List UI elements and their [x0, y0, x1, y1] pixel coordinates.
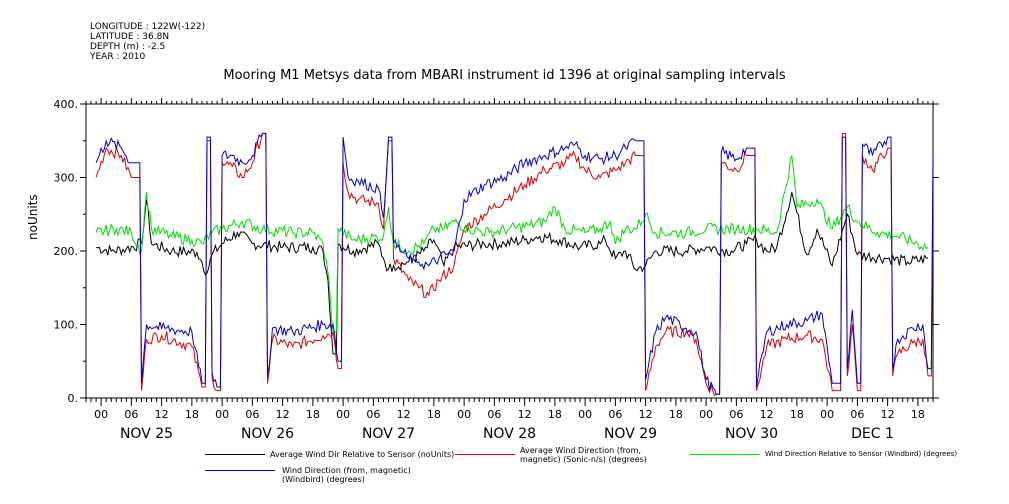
x-tick-label: 00 — [457, 408, 471, 421]
x-tick-label: 00 — [94, 408, 108, 421]
legend-label-windbird-rel: Wind Direction Relative to Sensor (Windb… — [765, 450, 958, 458]
x-tick-label: 18 — [548, 408, 562, 421]
x-tick-label: 12 — [639, 408, 653, 421]
x-tick-label: 12 — [397, 408, 411, 421]
x-tick-label: 06 — [366, 408, 380, 421]
plot-frame — [85, 103, 934, 399]
x-day-label: NOV 29 — [604, 426, 657, 442]
x-tick-label: 12 — [760, 408, 774, 421]
x-day-label: NOV 25 — [120, 426, 173, 442]
series-windbird-rel-line — [95, 155, 929, 333]
x-day-label: NOV 26 — [241, 426, 294, 442]
y-tick-label: 100. — [54, 319, 79, 332]
y-tick-label: 400. — [54, 98, 79, 111]
x-tick-label: 00 — [578, 408, 592, 421]
series-windbird-dir-line — [95, 132, 933, 395]
legend-swatch-windbird-rel — [690, 454, 760, 455]
x-day-label: DEC 1 — [851, 426, 894, 442]
x-tick-label: 18 — [427, 408, 441, 421]
x-tick-label: 06 — [608, 408, 622, 421]
x-tick-label: 18 — [911, 408, 925, 421]
x-day-label: NOV 27 — [362, 426, 415, 442]
longitude-label: LONGITUDE : 122W(-122) — [90, 22, 206, 32]
x-day-label: NOV 30 — [725, 426, 778, 442]
x-tick-label: 00 — [215, 408, 229, 421]
x-tick-label: 00 — [820, 408, 834, 421]
y-tick-label: 200. — [54, 245, 79, 258]
x-tick-label: 12 — [276, 408, 290, 421]
y-tick-label: 300. — [54, 172, 79, 185]
depth-label: DEPTH (m) : -2.5 — [90, 42, 166, 52]
y-tick-label: 0. — [68, 392, 79, 405]
x-tick-label: 12 — [518, 408, 532, 421]
legend-swatch-windbird-dir — [205, 470, 275, 471]
x-tick-label: 06 — [487, 408, 501, 421]
x-tick-label: 00 — [336, 408, 350, 421]
x-day-label: NOV 28 — [483, 426, 536, 442]
series-sonic-line — [95, 132, 933, 397]
x-tick-label: 18 — [669, 408, 683, 421]
year-label: YEAR : 2010 — [90, 52, 146, 62]
x-tick-label: 06 — [850, 408, 864, 421]
legend-swatch-sonic — [455, 454, 515, 455]
x-tick-label: 06 — [124, 408, 138, 421]
x-tick-label: 18 — [306, 408, 320, 421]
x-tick-label: 00 — [699, 408, 713, 421]
legend-swatch-sensor-rel — [205, 454, 265, 455]
series-sensor-rel-line — [95, 192, 929, 355]
latitude-label: LATITUDE : 36.8N — [90, 32, 170, 42]
x-tick-label: 06 — [729, 408, 743, 421]
chart-title: Mooring M1 Metsys data from MBARI instru… — [223, 68, 786, 83]
legend-label-sonic: Average Wind Direction (from, magnetic) … — [520, 446, 647, 464]
x-tick-label: 06 — [245, 408, 259, 421]
x-tick-label: 18 — [790, 408, 804, 421]
x-tick-label: 18 — [185, 408, 199, 421]
x-tick-label: 12 — [881, 408, 895, 421]
x-tick-label: 12 — [155, 408, 169, 421]
legend-label-sensor-rel: Average Wind Dir Relative to Sensor (noU… — [270, 450, 455, 459]
legend-label-windbird-dir: Wind Direction (from, magnetic) (Windbir… — [282, 466, 411, 484]
